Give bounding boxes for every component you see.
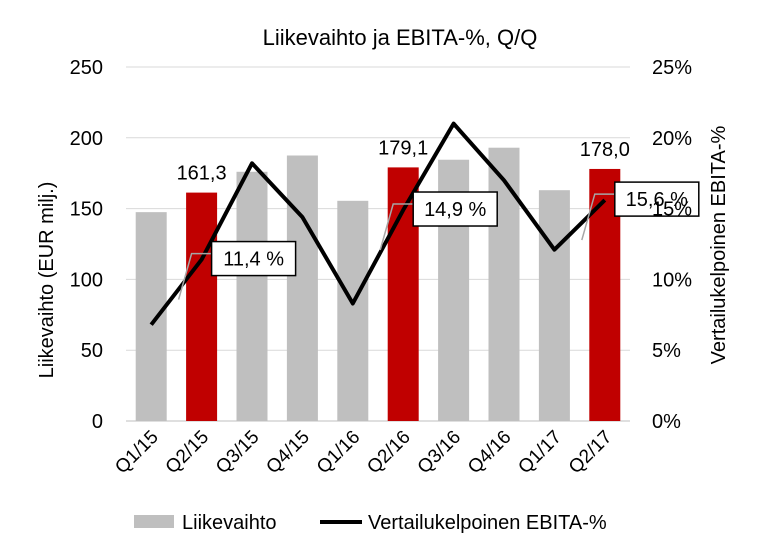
callout-label: 15,6 % — [626, 189, 688, 211]
revenue-bar — [538, 190, 570, 421]
left-tick-label: 250 — [70, 57, 103, 79]
callout-box — [412, 191, 498, 227]
callout-leader — [581, 193, 615, 241]
x-tick-label: Q4/16 — [464, 427, 515, 478]
revenue-bars — [135, 147, 621, 422]
callout-leader — [177, 252, 212, 300]
x-tick-label: Q4/15 — [262, 427, 313, 478]
bar-value-label: 161,3 — [177, 163, 227, 185]
x-axis-ticks: Q1/15Q2/15Q3/15Q4/15Q1/16Q2/16Q3/16Q4/16… — [111, 427, 616, 478]
left-axis-ticks: 0 50 100 150 200 250 — [70, 57, 103, 433]
x-tick-label: Q1/17 — [514, 427, 565, 478]
left-axis-label: Liikevaihto (EUR milj.) — [36, 182, 58, 379]
right-tick-label: 10% — [652, 269, 692, 291]
right-axis-label: Vertailukelpoinen EBITA-% — [708, 125, 730, 364]
legend-label: Vertailukelpoinen EBITA-% — [368, 512, 607, 534]
bar-value-label: 179,1 — [378, 137, 428, 159]
callout-label: 14,9 % — [424, 199, 486, 221]
callout-box — [614, 181, 700, 217]
revenue-bar — [135, 212, 167, 421]
revenue-bar — [236, 171, 268, 421]
legend: Liikevaihto Vertailukelpoinen EBITA-% — [134, 512, 607, 534]
revenue-bar — [488, 147, 520, 421]
chart-title: Liikevaihto ja EBITA-%, Q/Q — [263, 25, 538, 50]
ebita-callouts: 11,4 % 14,9 % 15,6 % — [177, 181, 700, 300]
bar-value-labels: 161,3 179,1 178,0 — [177, 137, 630, 184]
x-tick-label: Q1/16 — [313, 427, 364, 478]
legend-swatch-bar — [134, 515, 174, 528]
right-tick-label: 25% — [652, 57, 692, 79]
right-tick-label: 5% — [652, 340, 681, 362]
revenue-bar — [186, 192, 218, 421]
right-tick-label: 15% — [652, 199, 692, 221]
x-tick-label: Q3/15 — [212, 427, 263, 478]
left-tick-label: 50 — [81, 340, 103, 362]
x-tick-label: Q3/16 — [414, 427, 465, 478]
x-tick-label: Q2/16 — [363, 427, 414, 478]
left-tick-label: 0 — [92, 411, 103, 433]
ebita-line — [149, 121, 607, 326]
x-tick-label: Q2/15 — [162, 427, 213, 478]
legend-label: Liikevaihto — [182, 512, 277, 534]
callout-leader — [379, 203, 414, 251]
x-tick-label: Q2/17 — [565, 427, 616, 478]
revenue-bar — [337, 200, 369, 421]
left-tick-label: 200 — [70, 128, 103, 150]
callout-box — [210, 240, 297, 277]
x-tick-label: Q1/15 — [111, 427, 162, 478]
revenue-bar — [286, 155, 318, 421]
callout-label: 11,4 % — [223, 249, 284, 271]
left-tick-label: 100 — [70, 269, 103, 291]
left-tick-label: 150 — [70, 199, 103, 221]
right-tick-label: 0% — [652, 411, 681, 433]
right-axis-ticks: 0% 5% 10% 15% 20% 25% — [652, 57, 692, 433]
ebita-line-path — [149, 121, 607, 326]
right-tick-label: 20% — [652, 128, 692, 150]
bar-value-label: 178,0 — [580, 139, 630, 161]
